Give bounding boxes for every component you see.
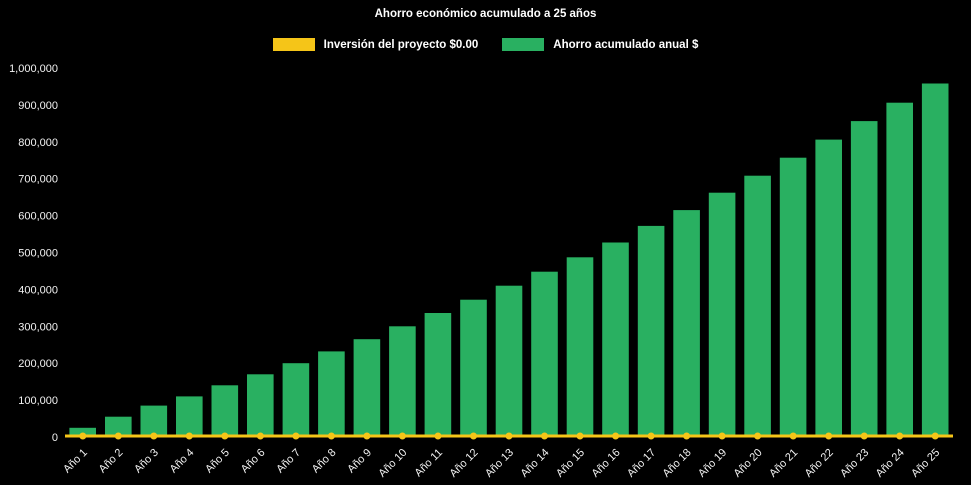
- bar-savings: [779, 157, 807, 437]
- investment-marker: [683, 432, 691, 440]
- investment-marker: [825, 432, 833, 440]
- x-axis-tick-label: Año 14: [518, 447, 551, 480]
- bar-savings: [389, 326, 416, 437]
- bar-savings: [176, 396, 203, 437]
- bar-savings: [211, 385, 239, 437]
- y-axis-tick-label: 600,000: [18, 211, 58, 223]
- x-axis-tick-label: Año 4: [168, 447, 197, 476]
- investment-marker: [434, 432, 442, 440]
- investment-marker: [185, 432, 193, 440]
- investment-marker: [860, 432, 868, 440]
- bar-savings: [815, 139, 842, 437]
- legend-item-investment[interactable]: Inversión del proyecto $0.00: [272, 38, 479, 51]
- x-axis-tick-label: Año 22: [803, 447, 836, 480]
- bar-savings: [708, 192, 736, 437]
- bar-savings: [566, 257, 594, 437]
- bar-savings: [850, 121, 878, 437]
- legend-label-savings: Ahorro acumulado anual $: [553, 38, 699, 51]
- x-axis-tick-label: Año 10: [376, 447, 409, 480]
- x-axis-tick-label: Año 1: [61, 447, 90, 476]
- chart-title: Ahorro económico acumulado a 25 años: [374, 8, 597, 20]
- x-axis-tick-label: Año 24: [874, 447, 907, 480]
- investment-marker: [114, 432, 122, 440]
- x-axis-tick-label: Año 17: [625, 447, 658, 480]
- investment-marker: [576, 432, 584, 440]
- legend-swatch-savings: [502, 38, 545, 51]
- y-axis-tick-label: 1,000,000: [9, 63, 58, 75]
- investment-marker: [612, 432, 620, 440]
- investment-marker: [398, 432, 406, 440]
- bar-savings: [460, 299, 487, 437]
- legend-swatch-investment: [272, 38, 315, 51]
- investment-marker: [896, 432, 904, 440]
- bar-savings: [744, 175, 771, 437]
- legend: Inversión del proyecto $0.00 Ahorro acum…: [0, 38, 971, 51]
- bar-savings: [282, 363, 310, 437]
- investment-marker: [541, 432, 548, 440]
- bar-savings: [140, 405, 168, 437]
- x-axis-tick-label: Año 25: [909, 447, 942, 480]
- bar-savings: [495, 285, 523, 437]
- y-axis-tick-label: 700,000: [18, 174, 58, 186]
- investment-marker: [718, 432, 726, 440]
- investment-marker: [292, 432, 300, 440]
- investment-marker: [221, 432, 229, 440]
- y-axis-tick-label: 300,000: [18, 321, 58, 333]
- y-axis-tick-label: 0: [52, 432, 58, 444]
- y-axis-tick-label: 400,000: [18, 284, 58, 296]
- legend-item-savings[interactable]: Ahorro acumulado anual $: [502, 38, 698, 51]
- legend-label-investment: Inversión del proyecto $0.00: [323, 38, 479, 51]
- x-axis-tick-label: Año 6: [239, 447, 268, 476]
- x-axis-tick-label: Año 2: [97, 447, 126, 476]
- bar-savings: [69, 427, 96, 437]
- x-axis-tick-label: Año 21: [767, 447, 800, 480]
- x-axis-tick-label: Año 19: [696, 447, 729, 480]
- investment-marker: [789, 432, 797, 440]
- x-axis-tick-label: Año 20: [732, 447, 765, 480]
- x-axis-tick-label: Año 8: [310, 447, 339, 476]
- x-axis-tick-label: Año 13: [483, 447, 516, 480]
- investment-marker: [647, 432, 655, 440]
- investment-marker: [79, 432, 87, 440]
- bar-savings: [353, 339, 381, 437]
- x-axis-tick-label: Año 12: [447, 447, 480, 480]
- bar-savings: [105, 416, 132, 437]
- investment-marker: [150, 432, 158, 440]
- bar-savings: [247, 374, 274, 437]
- investment-marker: [754, 432, 762, 440]
- y-axis-tick-label: 100,000: [18, 395, 58, 407]
- bar-savings: [673, 210, 700, 437]
- investment-marker: [470, 432, 477, 440]
- x-axis-tick-label: Año 18: [661, 447, 694, 480]
- bar-savings: [531, 271, 558, 437]
- investment-marker: [256, 432, 264, 440]
- investment-marker: [327, 432, 335, 440]
- investment-marker: [363, 432, 371, 440]
- x-axis-tick-label: Año 23: [838, 447, 871, 480]
- x-axis-tick-label: Año 9: [345, 447, 374, 476]
- x-axis-tick-label: Año 11: [413, 447, 446, 480]
- y-axis-tick-label: 200,000: [18, 358, 58, 370]
- investment-marker: [931, 432, 939, 440]
- y-axis-tick-label: 500,000: [18, 248, 58, 260]
- bar-savings: [318, 351, 345, 437]
- x-axis-tick-label: Año 3: [132, 447, 161, 476]
- x-axis-tick-label: Año 15: [554, 447, 587, 480]
- bar-savings: [637, 225, 665, 437]
- x-axis-tick-label: Año 16: [590, 447, 623, 480]
- bar-savings: [921, 83, 949, 437]
- investment-marker: [505, 432, 513, 440]
- y-axis-tick-label: 800,000: [18, 137, 58, 149]
- x-axis-tick-label: Año 5: [203, 447, 232, 476]
- bar-savings: [602, 242, 629, 437]
- bar-savings: [424, 313, 452, 437]
- x-axis-tick-label: Año 7: [274, 447, 303, 476]
- bar-savings: [886, 102, 913, 437]
- y-axis-tick-label: 900,000: [18, 100, 58, 112]
